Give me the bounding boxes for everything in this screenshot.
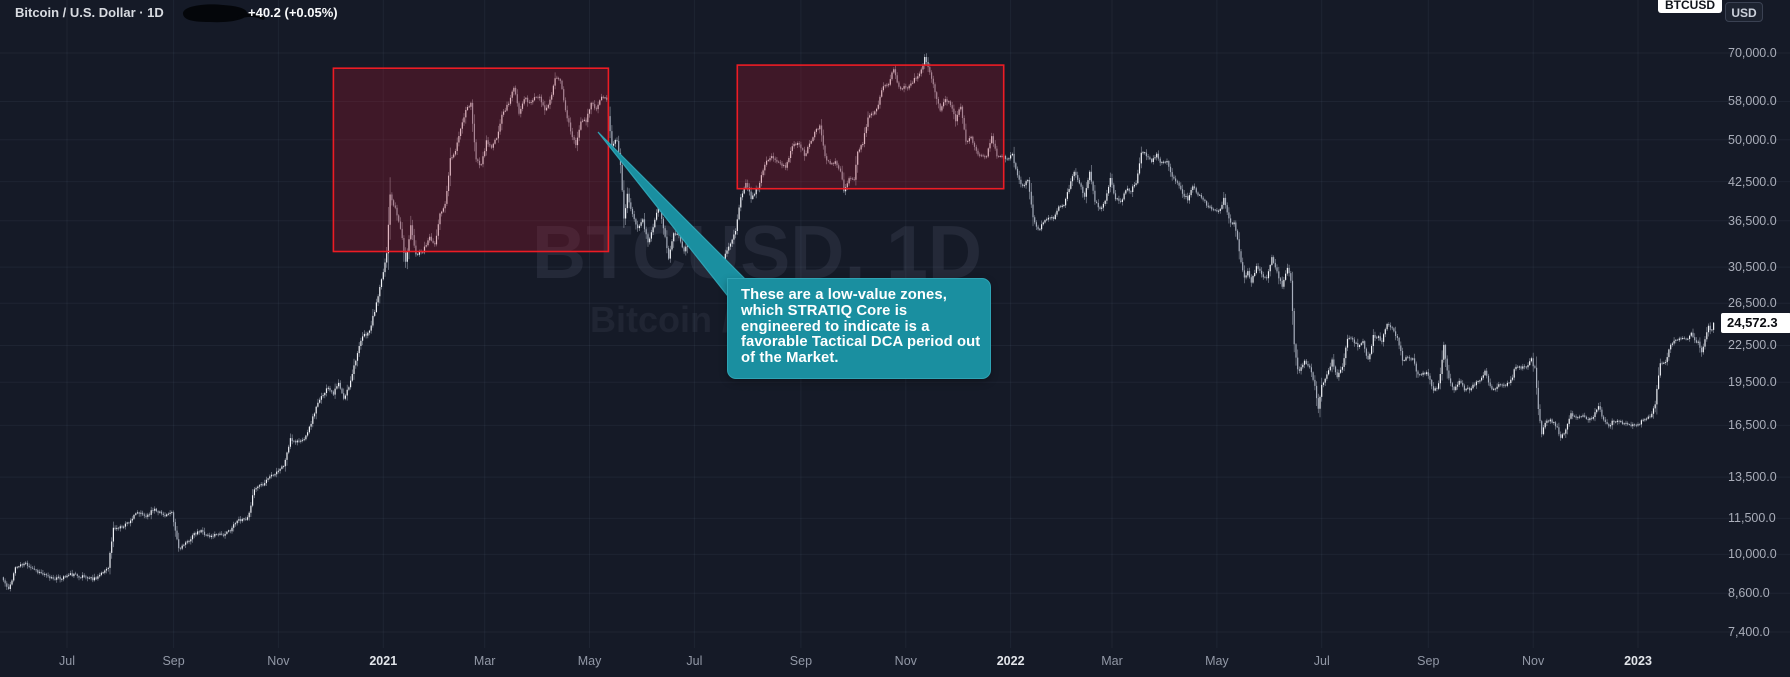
price-tick-label: 16,500.0 <box>1728 418 1777 433</box>
price-tick-label: 30,500.0 <box>1728 260 1777 275</box>
price-change: +40.2 (+0.05%) <box>248 5 338 20</box>
price-tick-label: 22,500.0 <box>1728 338 1777 353</box>
time-tick-label: May <box>577 654 602 668</box>
redaction-blob <box>177 2 265 31</box>
callout-tail <box>597 131 745 296</box>
price-tick-label: 19,500.0 <box>1728 375 1777 390</box>
symbol-search-badge[interactable]: BTCUSD <box>1658 0 1722 13</box>
time-tick-label: 2021 <box>369 654 398 668</box>
last-price-label: 24,572.3 <box>1721 312 1790 333</box>
price-tick-label: 13,500.0 <box>1728 470 1777 485</box>
time-tick-label: Mar <box>473 654 496 668</box>
time-tick-label: Sep <box>162 654 185 668</box>
callout-note[interactable]: These are a low-value zones, which STRAT… <box>727 278 991 379</box>
time-tick-label: Sep <box>789 654 813 668</box>
time-tick-label: Nov <box>267 654 290 668</box>
price-tick-label: 8,600.0 <box>1728 586 1770 601</box>
price-tick-label: 58,000.0 <box>1728 94 1777 109</box>
callout-text: These are a low-value zones, which STRAT… <box>741 287 981 367</box>
time-tick-label: Sep <box>1417 654 1440 668</box>
time-tick-label: 2022 <box>996 654 1025 668</box>
low-value-zone-2021-h1[interactable] <box>332 67 610 253</box>
time-tick-label: Jul <box>1313 654 1330 668</box>
price-tick-label: 70,000.0 <box>1728 46 1777 60</box>
currency-toggle-button[interactable]: USD <box>1725 2 1763 22</box>
price-tick-label: 36,500.0 <box>1728 213 1777 228</box>
price-tick-label: 10,000.0 <box>1728 547 1777 562</box>
time-tick-label: Mar <box>1101 654 1123 668</box>
time-tick-label: Nov <box>1522 654 1545 668</box>
time-tick-label: Nov <box>894 654 917 668</box>
time-tick-label: Jul <box>59 654 75 668</box>
price-tick-label: 11,500.0 <box>1728 511 1776 526</box>
time-tick-label: 2023 <box>1624 654 1652 668</box>
price-tick-label: 50,000.0 <box>1728 132 1777 147</box>
symbol-title[interactable]: Bitcoin / U.S. Dollar · 1D <box>15 5 164 20</box>
price-tick-label: 42,500.0 <box>1728 174 1777 189</box>
low-value-zone-2021-h2[interactable] <box>736 64 1005 190</box>
price-tick-label: 26,500.0 <box>1728 296 1777 311</box>
price-tick-label: 7,400.0 <box>1728 625 1770 639</box>
time-tick-label: May <box>1205 654 1229 668</box>
price-axis[interactable]: 24,572.3 70,000.0 58,000.0 50,000.0 42,500.… <box>1721 0 1790 648</box>
time-tick-label: Jul <box>686 654 703 668</box>
time-axis[interactable]: Jul Sep Nov 2021 Mar May Jul Sep Nov 2022 Mar May Ju… <box>0 648 1790 677</box>
